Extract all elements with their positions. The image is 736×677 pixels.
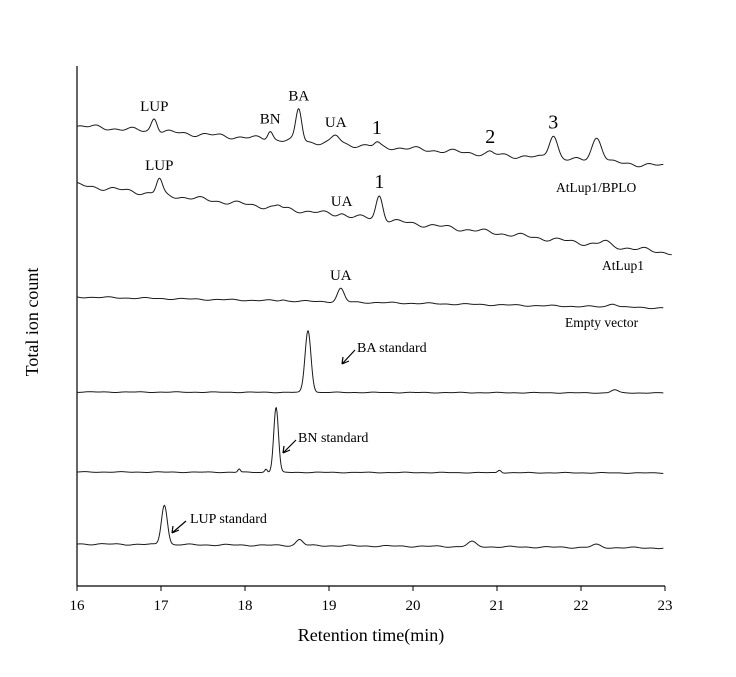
trace-line-1: [76, 177, 672, 256]
x-tick-label: 23: [658, 598, 673, 614]
peak-labels: LUP BN BA UA 1 2 3 LUP UA 1 UA: [140, 89, 558, 285]
peak-label: BA: [288, 89, 309, 105]
x-tick-label: 22: [574, 598, 589, 614]
x-tick-label: 20: [406, 598, 421, 614]
ba-standard-arrow: [341, 349, 356, 365]
ba-standard-label: BA standard: [357, 341, 427, 356]
y-axis-title: Total ion count: [22, 268, 42, 377]
peak-label: 2: [485, 126, 495, 148]
peak-label: 1: [372, 117, 382, 139]
x-tick-label: 17: [154, 598, 170, 614]
bn-standard-label: BN standard: [298, 431, 368, 446]
trace-line-5: [76, 504, 664, 550]
x-axis-title: Retention time(min): [298, 625, 444, 646]
peak-label: 3: [548, 111, 558, 133]
x-tick-label: 18: [238, 598, 253, 614]
trace-label-atlup1: AtLup1: [602, 258, 644, 273]
lup-standard-arrow: [171, 520, 187, 534]
peak-label: UA: [330, 268, 352, 284]
chromatogram-traces: [76, 108, 672, 550]
trace-line-3: [76, 330, 664, 394]
trace-label-empty-vector: Empty vector: [565, 315, 639, 330]
x-tick-label: 19: [322, 598, 337, 614]
peak-label: LUP: [145, 158, 173, 174]
peak-label: LUP: [140, 99, 168, 115]
peak-label: BN: [260, 112, 281, 128]
x-tick-label: 16: [70, 598, 86, 614]
x-axis-ticks: 16 17 18 19 20 21 22 23: [70, 586, 673, 614]
peak-label: UA: [325, 115, 347, 131]
peak-label: UA: [331, 194, 353, 210]
trace-line-2: [76, 287, 664, 310]
trace-line-4: [76, 407, 664, 474]
bn-standard-arrow: [282, 439, 297, 454]
trace-label-atlup1-bplo: AtLup1/BPLO: [556, 180, 637, 195]
peak-label: 1: [374, 171, 384, 193]
x-tick-label: 21: [490, 598, 505, 614]
trace-line-0: [76, 108, 664, 168]
lup-standard-label: LUP standard: [190, 512, 267, 527]
